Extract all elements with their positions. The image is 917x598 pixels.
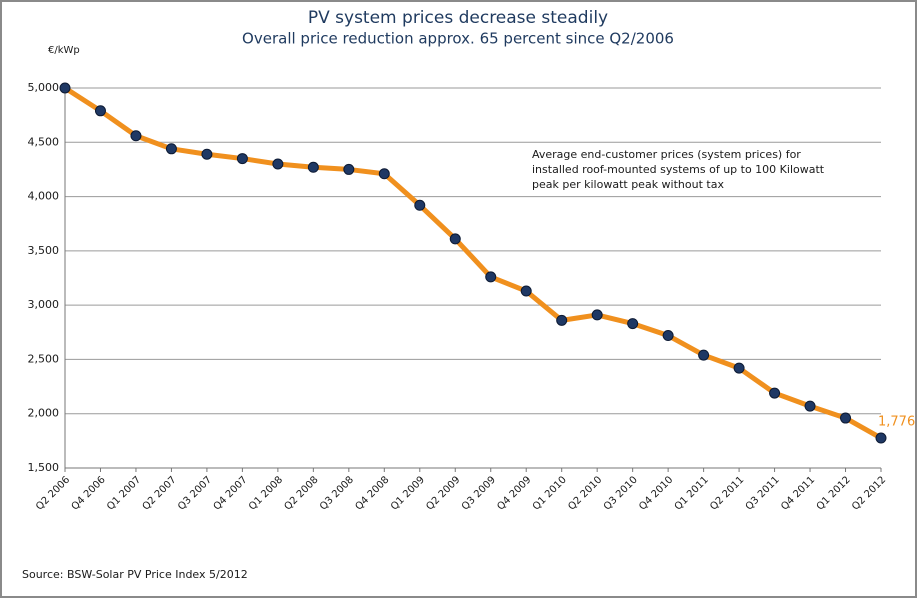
data-point <box>733 362 745 374</box>
y-tick-label: 2,000 <box>28 407 60 420</box>
y-tick-label: 2,500 <box>28 352 60 365</box>
chart-title: PV system prices decrease steadily <box>308 8 608 28</box>
data-point <box>59 82 71 94</box>
y-tick-label: 4,500 <box>28 135 60 148</box>
y-tick-label: 3,500 <box>28 244 60 257</box>
source: Source: BSW-Solar PV Price Index 5/2012 <box>22 568 248 581</box>
data-point <box>449 233 461 245</box>
series-line <box>63 85 883 441</box>
annotation: Average end-customer prices (system pric… <box>532 148 801 161</box>
data-point <box>556 314 568 326</box>
data-point <box>94 105 106 117</box>
data-point <box>840 412 852 424</box>
data-point <box>627 318 639 330</box>
data-point <box>875 432 887 444</box>
data-point <box>343 163 355 175</box>
y-tick-label: 5,000 <box>28 81 60 94</box>
data-point <box>414 199 426 211</box>
annotation: peak per kilowatt peak without tax <box>532 178 724 191</box>
y-tick-label: 3,000 <box>28 298 60 311</box>
data-point <box>520 285 532 297</box>
y-tick-label: 4,000 <box>28 190 60 203</box>
data-point <box>769 387 781 399</box>
data-point <box>307 161 319 173</box>
data-point <box>662 330 674 342</box>
y-tick-label: 1,500 <box>28 461 60 474</box>
data-point <box>698 349 710 361</box>
data-point <box>272 158 284 170</box>
chart-subtitle: Overall price reduction approx. 65 perce… <box>242 30 674 48</box>
data-point <box>378 168 390 180</box>
data-point <box>485 271 497 283</box>
data-point <box>591 309 603 321</box>
data-point <box>201 148 213 160</box>
y-axis-label: €/kWp <box>48 45 80 56</box>
data-point <box>804 400 816 412</box>
data-label: 1,776 <box>878 415 915 430</box>
data-point <box>130 130 142 142</box>
annotation: installed roof-mounted systems of up to … <box>532 163 825 176</box>
data-point <box>236 153 248 165</box>
data-point <box>165 143 177 155</box>
